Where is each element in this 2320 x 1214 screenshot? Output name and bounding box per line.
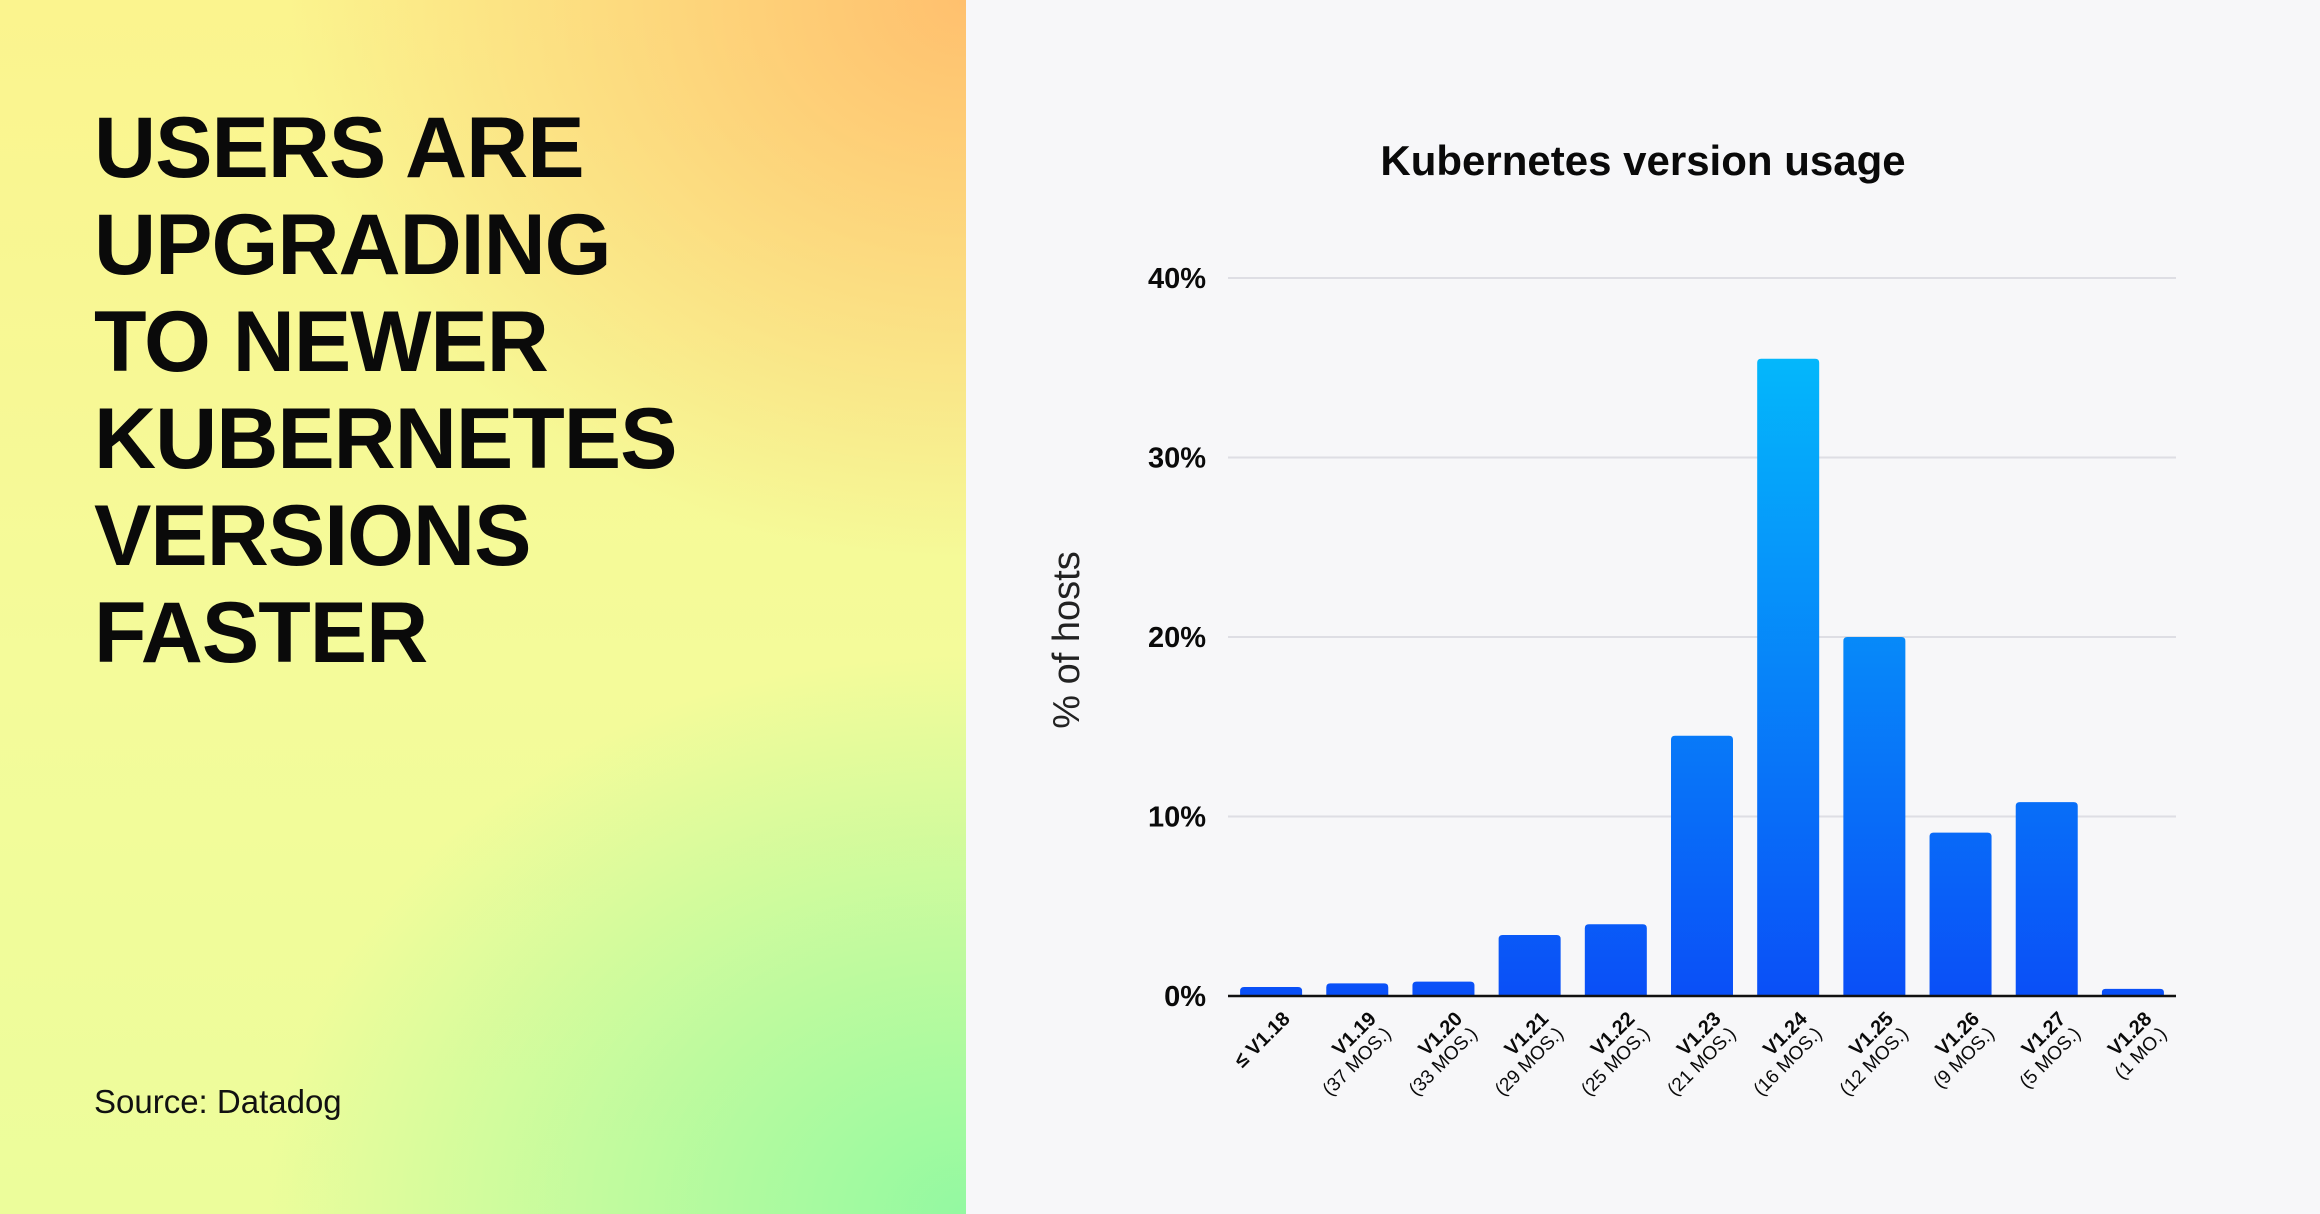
bar [1930,833,1992,996]
bars [1240,359,2164,996]
y-axis-ticks: 0% 10% 20% 30% 40% [1148,263,1206,1013]
bar-chart: Kubernetes version usage 0%10%20%30%40% … [966,0,2320,1214]
chart-panel: Kubernetes version usage 0% 10% 20% 30% 40% … [966,0,2320,1214]
source-note: Source: Datadog [94,1083,342,1121]
y-tick-label: 20% [1148,622,1206,654]
headline: USERS ARE UPGRADING TO NEWER KUBERNETES … [94,100,954,682]
x-tick-label: V1.20(33 MOS.) [1389,1008,1481,1100]
y-tick-label: 30% [1148,443,1206,475]
bar [1412,982,1474,996]
bar [1671,736,1733,996]
bar [2016,802,2078,996]
bar [1499,935,1561,996]
x-tick-version: ≤ V1.18 [1230,1008,1294,1072]
x-axis-ticks: ≤ V1.18 V1.19(37 MOS.) V1.20(33 MOS.) V1.21… [1230,1007,2171,1100]
headline-panel: USERS ARE UPGRADING TO NEWER KUBERNETES … [0,0,966,1214]
x-tick-label: V1.19(37 MOS.) [1303,1008,1395,1100]
bar [1326,983,1388,996]
y-tick-label: 40% [1148,263,1206,295]
x-tick-label: V1.24(16 MOS.) [1734,1007,1827,1100]
bar [1757,359,1819,996]
x-tick-label: V1.21(29 MOS.) [1476,1008,1568,1100]
x-tick-label: V1.25(12 MOS.) [1820,1008,1912,1100]
chart-title: Kubernetes version usage [1380,137,1905,184]
y-axis-label: % of hosts [1046,551,1088,728]
bar [1240,987,1302,996]
x-tick-label: ≤ V1.18 [1230,1008,1294,1072]
x-tick-label: V1.26(9 MOS.) [1914,1008,1999,1093]
x-tick-label: V1.23(21 MOS.) [1648,1008,1740,1100]
y-tick-label: 10% [1148,802,1206,834]
bar [1843,637,1905,996]
x-tick-label: V1.27(5 MOS.) [2000,1008,2085,1093]
x-tick-label: V1.22(25 MOS.) [1562,1008,1654,1100]
bar [1585,924,1647,996]
y-tick-label: 0% [1164,981,1206,1013]
x-tick-label: V1.28(1 MO.) [2095,1008,2171,1084]
